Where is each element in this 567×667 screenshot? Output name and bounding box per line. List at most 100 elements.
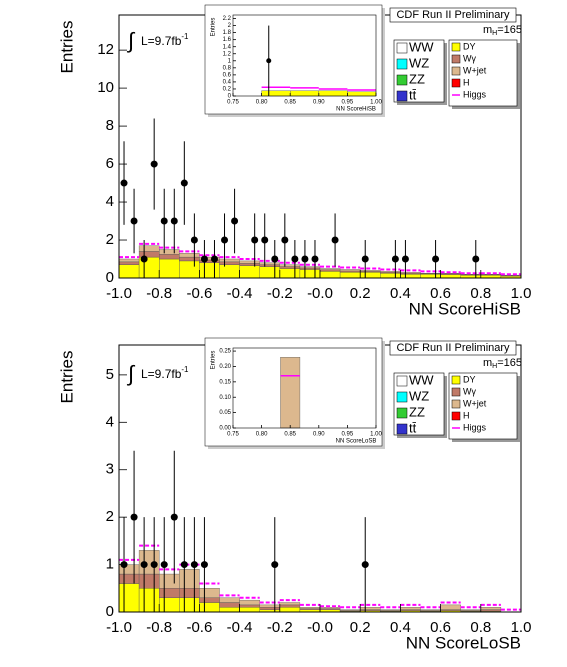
- stack-segment: [279, 602, 301, 606]
- stack-segment: [239, 265, 260, 279]
- luminosity-text: L=9.7fb: [141, 367, 182, 381]
- legend-swatch: [451, 399, 461, 409]
- stack-segment: [219, 602, 240, 608]
- stack-segment: [199, 602, 220, 613]
- stack-segment: [158, 249, 180, 255]
- data-point: [190, 561, 198, 569]
- stack-segment: [118, 264, 140, 279]
- y-tick-label: 0.15: [219, 379, 231, 385]
- cdf-label: CDF Run II Preliminary: [396, 342, 510, 354]
- stack-segment: [279, 607, 301, 613]
- stack-segment: [219, 597, 240, 603]
- data-point: [432, 255, 440, 263]
- stack-segment: [339, 269, 361, 272]
- legend-swatch: [451, 54, 461, 64]
- x-axis-title: NN ScoreHiSB: [409, 299, 521, 318]
- stack-segment: [290, 90, 320, 97]
- y-tick-label: 0.6: [223, 72, 232, 78]
- stack-segment: [219, 261, 240, 265]
- stack-segment: [279, 604, 301, 608]
- mass-text: m: [483, 357, 492, 369]
- stack-segment: [179, 253, 200, 258]
- mass-subscript: H: [492, 363, 497, 370]
- stack-segment: [279, 264, 301, 267]
- y-tick-label: 12: [97, 41, 114, 58]
- stack-segment: [118, 583, 140, 613]
- stack-segment: [118, 573, 140, 584]
- x-tick-label: -0.0: [307, 285, 333, 302]
- mass-label: mH=165: [483, 24, 522, 37]
- stack-segment: [179, 588, 200, 598]
- stack-segment: [199, 597, 220, 603]
- stack-segment: [179, 260, 200, 279]
- stack-segment: [380, 271, 401, 273]
- data-point: [170, 513, 178, 521]
- legend-swatch: [396, 423, 408, 435]
- stack-segment: [299, 607, 321, 609]
- legend-swatch: [396, 375, 408, 387]
- x-tick-label: 0.2: [350, 285, 371, 302]
- stack-segment: [239, 263, 260, 266]
- stack-segment: [440, 604, 461, 610]
- x-tick-label: 0.6: [430, 285, 451, 302]
- x-tick-label: 0.85: [284, 432, 296, 438]
- data-point: [391, 255, 399, 263]
- legend-swatch: [451, 375, 461, 385]
- x-tick-label: 0.90: [313, 432, 325, 438]
- x-tick-label: 1.00: [370, 432, 382, 438]
- stack-segment: [239, 607, 260, 613]
- x-tick-label: -0.6: [186, 619, 212, 636]
- x-tick-label: -0.2: [267, 285, 293, 302]
- x-axis-title: NN ScoreLoSB: [406, 633, 521, 652]
- stack-segment: [360, 272, 381, 279]
- legend-swatch: [396, 58, 408, 70]
- stack-segment: [179, 597, 200, 613]
- y-tick-label: 1.6: [223, 37, 232, 43]
- x-tick-label: 1.0: [511, 285, 532, 302]
- luminosity-label: L=9.7fb-1: [141, 32, 189, 48]
- x-tick-label: 0.4: [390, 619, 411, 636]
- legend-label: DY: [463, 41, 476, 51]
- x-tick-label: -0.6: [186, 285, 212, 302]
- y-axis-title: Entries: [57, 351, 76, 404]
- data-point: [200, 561, 208, 569]
- x-tick-label: 0.75: [227, 432, 239, 438]
- legend-label: ZZ: [409, 404, 425, 419]
- legend-label: tt̄: [409, 420, 417, 435]
- stack-segment: [299, 267, 321, 270]
- y-axis-title: Entries: [211, 351, 217, 370]
- y-tick-label: 0.8: [223, 65, 232, 71]
- stack-segment: [440, 274, 461, 279]
- mass-subscript: H: [492, 30, 497, 37]
- stack-segment: [279, 266, 301, 269]
- y-tick-label: 0: [228, 94, 232, 100]
- legend-swatch: [451, 411, 461, 421]
- plot-background: [204, 4, 383, 115]
- plot-frame: [232, 14, 377, 97]
- data-point: [150, 561, 158, 569]
- data-point: [180, 561, 188, 569]
- data-point: [200, 255, 208, 263]
- stack-segment: [360, 270, 381, 272]
- luminosity-exponent: -1: [181, 365, 189, 374]
- x-tick-label: 0.85: [284, 100, 296, 106]
- data-point: [331, 236, 339, 244]
- y-tick-label: 1.8: [223, 30, 232, 36]
- data-point: [190, 236, 198, 244]
- x-tick-label: -0.4: [227, 619, 253, 636]
- cdf-box: [389, 7, 517, 23]
- cdf-box: [389, 340, 517, 356]
- stack-segment: [158, 588, 180, 598]
- mass-value: =165: [497, 357, 522, 369]
- x-tick-label: -1.0: [106, 285, 132, 302]
- y-tick-label: 1.2: [223, 51, 232, 57]
- stack-segment: [280, 357, 301, 429]
- x-tick-label: 0.8: [470, 285, 491, 302]
- y-axis-title: Entries: [211, 18, 217, 37]
- stack-segment: [158, 254, 180, 260]
- stack-segment: [400, 272, 421, 274]
- data-point: [130, 513, 138, 521]
- x-tick-label: -0.4: [227, 285, 253, 302]
- legend-label: H: [463, 77, 470, 87]
